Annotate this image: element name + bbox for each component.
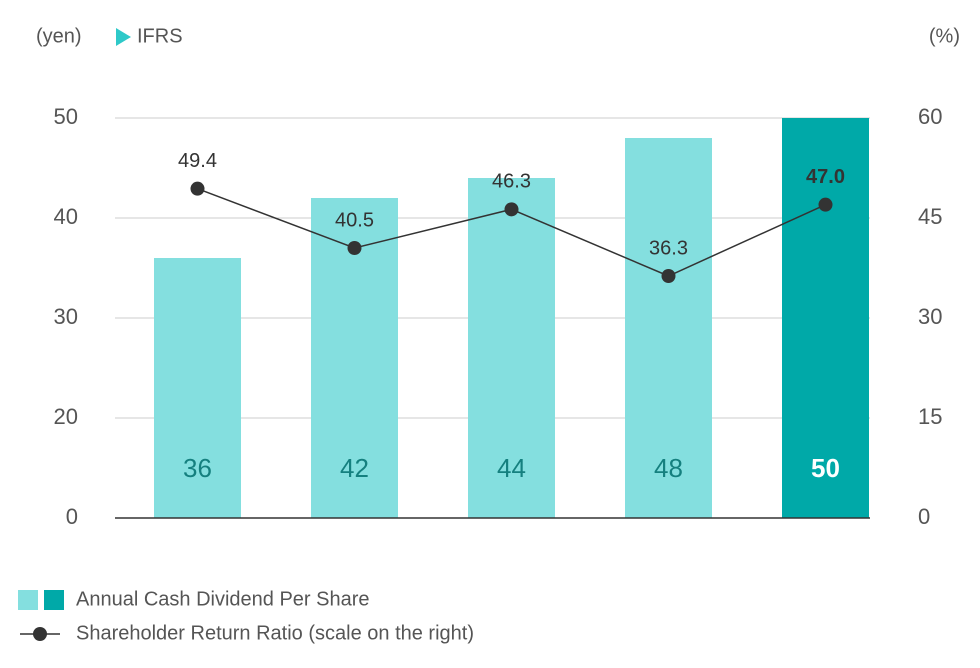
- line-point: [504, 202, 519, 217]
- legend-swatch: [44, 590, 64, 610]
- y-tick-label: 0: [66, 504, 78, 529]
- y2-axis-label: (%): [929, 25, 960, 47]
- annotation: IFRS: [137, 25, 183, 47]
- bar: [154, 258, 241, 518]
- legend-label: Shareholder Return Ratio (scale on the r…: [76, 622, 474, 644]
- y-axis-label: (yen): [36, 25, 82, 47]
- line-value-label: 46.3: [492, 171, 531, 193]
- line-value-label: 40.5: [335, 209, 374, 231]
- y2-tick-label: 15: [918, 404, 942, 429]
- line-point: [347, 241, 362, 255]
- line-value-label: 49.4: [178, 150, 217, 172]
- y2-tick-label: 30: [918, 304, 942, 329]
- line-value-label: 47.0: [806, 166, 845, 188]
- line-point: [661, 269, 676, 283]
- y2-tick-label: 0: [918, 504, 930, 529]
- y-tick-label: 30: [54, 304, 78, 329]
- bar: [625, 138, 712, 518]
- y-tick-label: 20: [54, 404, 78, 429]
- bar: [468, 178, 555, 518]
- bar-value-label: 36: [183, 453, 212, 483]
- bar-value-label: 42: [340, 453, 369, 483]
- line-value-label: 36.3: [649, 237, 688, 259]
- legend-marker: [33, 627, 47, 641]
- line-point: [818, 197, 833, 212]
- y-tick-label: 50: [54, 104, 78, 129]
- y-tick-label: 40: [54, 204, 78, 229]
- bar: [782, 118, 869, 518]
- line-point: [190, 181, 205, 196]
- bar-value-label: 48: [654, 453, 683, 483]
- annotation-marker: [116, 28, 131, 46]
- legend-swatch: [18, 590, 38, 610]
- y2-tick-label: 60: [918, 104, 942, 129]
- bar-value-label: 50: [811, 453, 840, 483]
- bar-value-label: 44: [497, 453, 526, 483]
- legend-label: Annual Cash Dividend Per Share: [76, 588, 370, 610]
- y2-tick-label: 45: [918, 204, 942, 229]
